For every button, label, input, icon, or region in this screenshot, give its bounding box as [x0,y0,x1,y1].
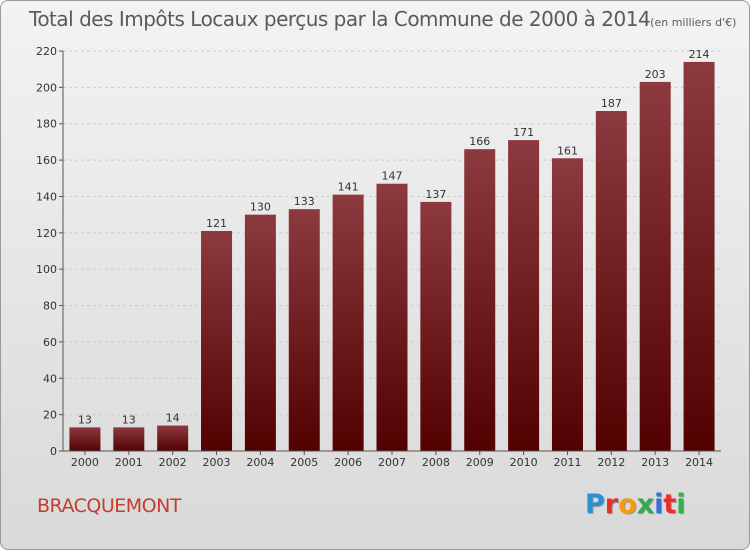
x-tick-label: 2011 [553,456,581,469]
data-label-2009: 166 [469,135,490,148]
bar-2012 [595,111,627,451]
x-tick-label: 2003 [203,456,231,469]
data-label-2002: 14 [166,412,180,425]
y-tick-label: 160 [36,154,57,167]
x-tick-label: 2001 [115,456,143,469]
data-label-2000: 13 [78,413,92,426]
y-tick-label: 100 [36,263,57,276]
proxiti-logo: Proxiti [585,489,686,520]
x-tick-label: 2014 [685,456,713,469]
data-label-2001: 13 [122,413,136,426]
x-tick-label: 2006 [334,456,362,469]
data-label-2003: 121 [206,217,227,230]
logo-letter: i [676,489,686,520]
chart-title: Total des Impôts Locaux perçus par la Co… [29,7,736,31]
bar-2007 [376,183,408,451]
bar-2006 [332,194,364,452]
bar-2009 [464,149,496,451]
commune-name: BRACQUEMONT [37,495,181,517]
axis-layer: 0 20 40 60 80 100 120 140 160 180 200 220 2000 2001 20… [36,45,721,469]
x-tick-label: 2013 [641,456,669,469]
logo-letter: t [663,489,677,520]
bars-layer: 13 13 14 121 130 133 141 147 137 166 171 161 187 203 2… [69,48,715,452]
bar-2014 [683,61,715,452]
logo-letter: o [618,489,637,520]
x-tick-label: 2000 [71,456,99,469]
data-label-2006: 141 [338,181,359,194]
bar-2010 [508,140,540,451]
data-label-2008: 137 [425,188,446,201]
bar-2011 [551,158,583,452]
y-tick-label: 120 [36,227,57,240]
x-tick-label: 2007 [378,456,406,469]
bar-2008 [420,201,452,451]
data-label-2010: 171 [513,126,534,139]
y-tick-label: 180 [36,118,57,131]
y-tick-label: 80 [43,300,57,313]
bar-2000 [69,427,101,451]
x-tick-label: 2008 [422,456,450,469]
bar-2005 [288,209,320,451]
logo-letter: i [654,489,664,520]
bar-2001 [113,427,145,451]
x-tick-label: 2010 [510,456,538,469]
data-label-2007: 147 [382,170,403,183]
x-tick-label: 2004 [246,456,274,469]
y-tick-label: 40 [43,372,57,385]
bar-2004 [244,214,276,451]
x-tick-label: 2009 [466,456,494,469]
chart-unit-label: (en milliers d'€) [650,16,737,29]
y-tick-label: 0 [50,445,57,458]
data-label-2011: 161 [557,144,578,157]
x-tick-label: 2002 [159,456,187,469]
logo-letter: P [585,489,605,520]
x-tick-label: 2012 [597,456,625,469]
data-label-2012: 187 [601,97,622,110]
bar-2002 [157,425,189,451]
y-tick-label: 140 [36,190,57,203]
y-tick-label: 20 [43,409,57,422]
y-tick-label: 220 [36,45,57,58]
logo-letter: r [604,489,619,520]
data-label-2014: 214 [689,48,710,61]
y-tick-label: 60 [43,336,57,349]
logo-letter: x [636,489,655,520]
y-tick-label: 200 [36,81,57,94]
data-label-2013: 203 [645,68,666,81]
data-label-2005: 133 [294,195,315,208]
bar-2013 [639,81,671,451]
bar-2003 [201,231,233,451]
chart-title-text: Total des Impôts Locaux perçus par la Co… [29,7,651,31]
x-tick-label: 2005 [290,456,318,469]
data-label-2004: 130 [250,201,271,214]
